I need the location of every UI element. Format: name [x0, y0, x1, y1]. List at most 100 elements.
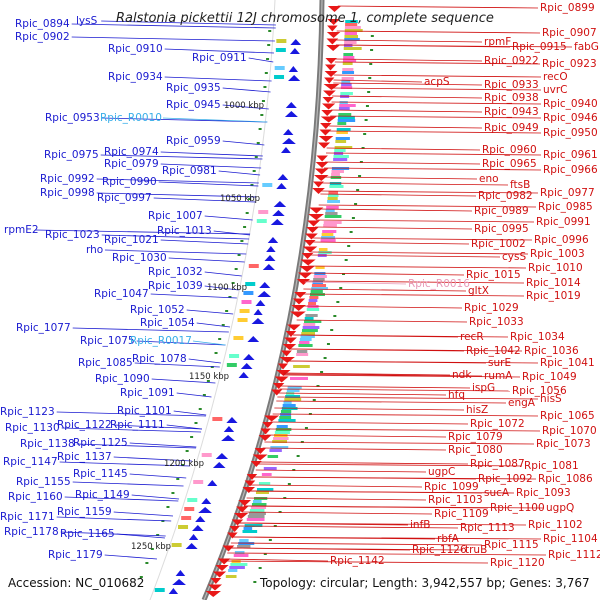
cog-block: [343, 56, 355, 59]
forward-gene-arrow: [322, 97, 334, 103]
label-leader-line: [250, 484, 423, 488]
label-leader-line: [61, 427, 202, 433]
cog-block: [340, 86, 353, 89]
gene-label-right: Rpic_0940: [543, 98, 598, 110]
gene-label-right: cysS: [502, 251, 526, 263]
gene-label-right: Rpic_0899: [540, 2, 595, 14]
gc-tick: [218, 338, 222, 340]
gene-label-left: Rpic_1030: [112, 252, 167, 264]
cog-block: [321, 236, 336, 239]
gene-label-right: Rpic_0965: [482, 158, 537, 170]
cog-block: [181, 516, 192, 520]
kbp-tick-1100: 1100 kbp: [207, 283, 247, 293]
gene-label-right: ftsB: [510, 179, 530, 191]
forward-gene-arrow: [314, 168, 329, 175]
gene-label-left: Rpic_1101: [117, 405, 172, 417]
gene-label-right: rbfA: [437, 533, 460, 545]
cog-block: [275, 48, 286, 52]
gc-tick: [245, 212, 249, 214]
cog-block: [247, 515, 265, 518]
cog-block: [306, 308, 320, 311]
gc-tick: [166, 506, 170, 508]
rna-label-left: Rpic_R0017: [130, 335, 192, 347]
forward-gene-arrow: [319, 129, 332, 136]
forward-gene-arrow: [215, 565, 229, 571]
cog-block: [284, 398, 302, 401]
forward-gene-arrow: [212, 571, 227, 578]
gc-tick: [234, 268, 238, 270]
label-leader-line: [318, 208, 473, 212]
gc-tick: [356, 189, 360, 191]
label-leader-line: [313, 237, 533, 241]
gene-label-left: Rpic_1179: [48, 549, 103, 561]
gene-label-right: Rpic_1034: [510, 331, 565, 343]
gene-label-right: hisZ: [466, 404, 488, 416]
gc-tick: [150, 548, 154, 550]
label-leader-line: [289, 348, 523, 352]
forward-gene-arrow: [258, 435, 272, 441]
gc-tick: [361, 147, 365, 149]
cog-block: [313, 275, 327, 278]
label-leader-line: [270, 421, 469, 425]
gene-label-right: Rpic_1072: [470, 418, 525, 430]
gene-label-right: Rpic_1073: [536, 438, 591, 450]
forward-gene-arrow: [227, 532, 238, 539]
gene-label-right: Rpic_1102: [528, 519, 583, 531]
label-leader-line: [96, 192, 257, 198]
cog-block: [274, 66, 285, 70]
forward-gene-arrow: [301, 253, 314, 259]
gene-label-left: Rpic_1013: [157, 225, 212, 237]
cog-block: [299, 341, 310, 344]
gene-label-right: Rpic_0966: [543, 164, 598, 176]
label-leader-line: [60, 531, 166, 537]
label-leader-line: [136, 340, 226, 346]
gene-label-right: Rpic_1002: [471, 238, 526, 250]
gene-label-left: Rpic_0959: [166, 135, 221, 147]
gene-label-left: Rpic_1149: [75, 489, 130, 501]
label-leader-line: [71, 36, 275, 42]
cog-block: [278, 419, 296, 422]
gc-tick: [250, 184, 254, 186]
gc-tick: [185, 450, 189, 452]
cog-block: [337, 122, 347, 125]
forward-gene-arrow: [315, 162, 329, 168]
gene-label-right: Rpic_1093: [516, 487, 571, 499]
cog-block: [344, 26, 361, 29]
gene-label-left: Rpic_1077: [16, 322, 71, 334]
label-leader-line: [222, 104, 269, 110]
gc-tick: [243, 226, 247, 228]
gc-tick: [351, 217, 355, 219]
gene-label-left: Rpic_1137: [57, 451, 112, 463]
forward-gene-arrow: [324, 71, 338, 77]
cog-block: [310, 290, 323, 293]
label-leader-line: [280, 385, 471, 389]
label-leader-line: [320, 190, 539, 194]
gc-tick: [190, 436, 194, 438]
label-leader-line: [276, 400, 507, 404]
label-leader-line: [104, 249, 247, 255]
cog-block: [230, 563, 248, 566]
forward-gene-arrow: [238, 500, 251, 506]
label-leader-line: [331, 101, 542, 105]
cog-block: [338, 116, 355, 119]
gc-tick: [339, 287, 343, 289]
gc-tick: [139, 576, 143, 578]
label-leader-line: [272, 413, 539, 417]
reverse-gene-arrow: [247, 336, 260, 342]
cog-block: [282, 404, 296, 407]
label-leader-line: [59, 461, 191, 467]
label-leader-line: [326, 152, 542, 156]
gene-label-right: Rpic_1049: [522, 371, 577, 383]
reverse-gene-arrow: [277, 174, 289, 180]
gene-label-left: Rpic_1111: [110, 419, 165, 431]
gene-label-right: Rpic_1070: [542, 425, 597, 437]
forward-gene-arrow: [250, 461, 262, 467]
label-leader-line: [160, 151, 263, 157]
cog-block: [333, 158, 348, 161]
label-leader-line: [213, 230, 250, 236]
gene-label-right: Rpic_1010: [528, 262, 583, 274]
cog-block: [272, 440, 288, 443]
gene-label-right: Rpic_1041: [540, 357, 595, 369]
gc-tick: [240, 240, 244, 242]
